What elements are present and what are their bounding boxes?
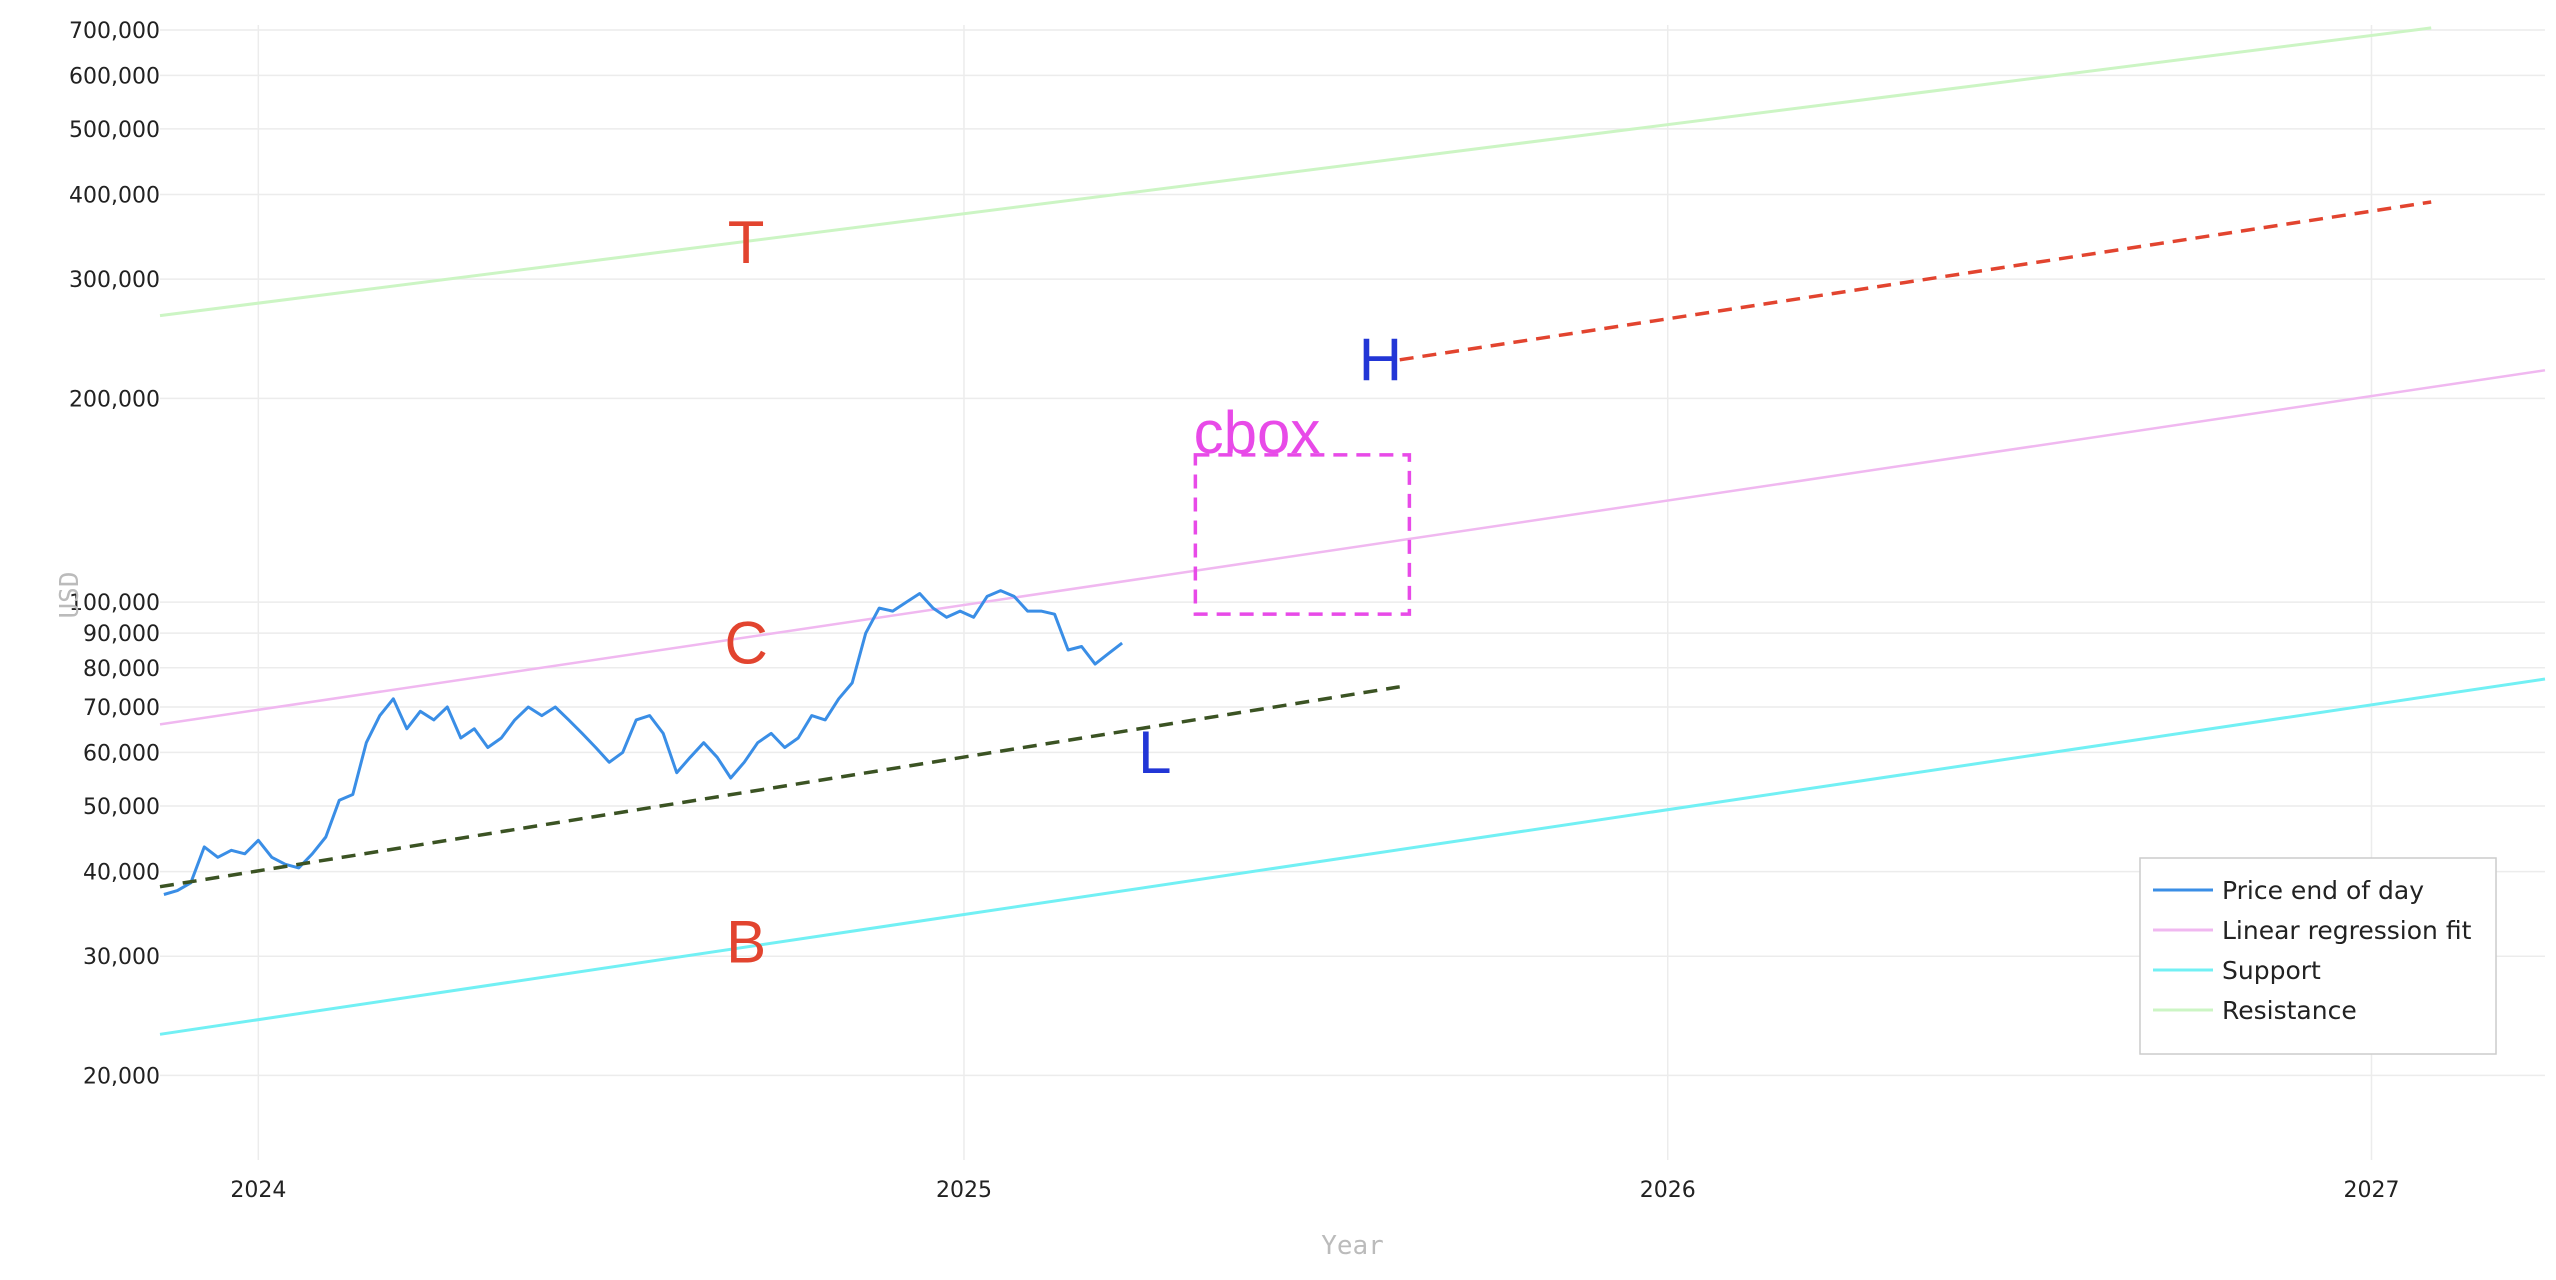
y-tick-label: 600,000 xyxy=(69,64,160,89)
annotation-label-H: H xyxy=(1359,326,1402,393)
y-tick-label: 70,000 xyxy=(83,696,160,721)
y-tick-label: 30,000 xyxy=(83,945,160,970)
x-tick-label: 2027 xyxy=(2343,1178,2399,1203)
y-tick-label: 20,000 xyxy=(83,1064,160,1089)
x-tick-label: 2025 xyxy=(936,1178,992,1203)
y-tick-label: 200,000 xyxy=(69,387,160,412)
y-tick-label: 100,000 xyxy=(69,591,160,616)
series-resistance-line xyxy=(159,26,2432,318)
cbox-rect xyxy=(1193,453,1412,616)
series-price-line xyxy=(163,589,1124,896)
dashed-upper-dashed-line xyxy=(1399,200,2432,362)
y-tick-label: 90,000 xyxy=(83,622,160,647)
annotation-label-T: T xyxy=(728,209,765,276)
legend-label: Price end of day xyxy=(2222,876,2424,905)
y-tick-label: 80,000 xyxy=(83,657,160,682)
legend: Price end of day Linear regression fit Sup… xyxy=(2139,857,2497,1055)
dashed-lower-dashed-line xyxy=(159,685,1400,889)
annotation-label-L: L xyxy=(1138,719,1171,786)
series-fit-line xyxy=(159,369,2546,726)
tick-labels: 20,000 30,000 40,000 50,000 60,000 70,000 80,0… xyxy=(69,19,2399,1203)
annotation-label-C: C xyxy=(724,610,767,677)
y-tick-label: 50,000 xyxy=(83,795,160,820)
annotation-label-cbox: cbox xyxy=(1194,399,1321,466)
legend-label: Linear regression fit xyxy=(2222,916,2472,945)
series-support-line xyxy=(159,677,2546,1036)
y-tick-label: 700,000 xyxy=(69,19,160,44)
y-tick-label: 60,000 xyxy=(83,741,160,766)
annotation-label-B: B xyxy=(726,908,766,975)
y-tick-label: 500,000 xyxy=(69,118,160,143)
x-tick-label: 2026 xyxy=(1640,1178,1696,1203)
x-tick-label: 2024 xyxy=(230,1178,286,1203)
legend-label: Resistance xyxy=(2222,996,2357,1025)
y-axis-title: USD xyxy=(55,572,85,619)
series-layer xyxy=(159,26,2546,1036)
x-axis-title: Year xyxy=(1321,1231,1384,1261)
y-tick-label: 300,000 xyxy=(69,268,160,293)
legend-label: Support xyxy=(2222,956,2321,985)
y-tick-label: 400,000 xyxy=(69,184,160,209)
y-tick-label: 40,000 xyxy=(83,861,160,886)
